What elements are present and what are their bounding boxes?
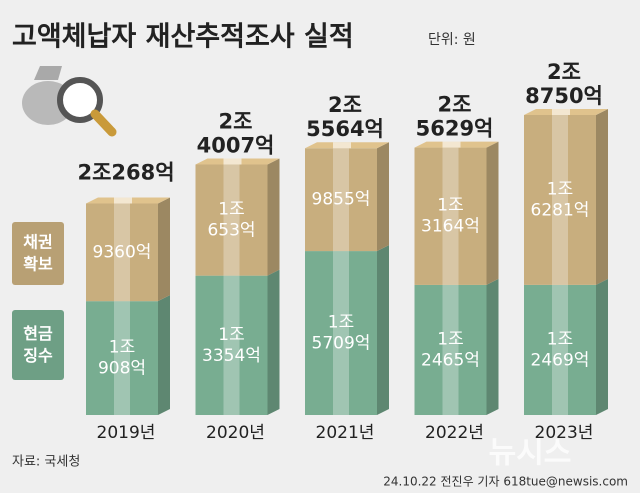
bar-segment: [86, 203, 158, 302]
icon: [22, 66, 117, 137]
bar-segment: [305, 251, 377, 415]
tape: [223, 164, 240, 276]
tape: [442, 147, 459, 285]
bar-segment: [524, 115, 596, 285]
tape: [333, 251, 349, 415]
legend-swatch: [12, 310, 64, 380]
bar-side: [158, 197, 170, 302]
tape: [333, 148, 349, 252]
chart-title: 고액체납자 재산추적조사 실적: [12, 22, 354, 53]
total-label: 2조 4007억: [197, 109, 275, 157]
value-label: 1조 6281억: [531, 179, 590, 220]
x-tick-label: 2023년: [535, 423, 594, 443]
bar-segment: [195, 164, 268, 276]
lid-tape: [552, 109, 570, 115]
bar-segment: [195, 275, 268, 415]
legend-swatch: [12, 222, 64, 285]
bar-side: [596, 278, 608, 415]
bar-side: [596, 109, 608, 285]
tape: [442, 284, 459, 415]
value-label: 1조 3354억: [202, 325, 261, 366]
value-label: 1조 2465억: [421, 329, 480, 370]
tape: [552, 115, 568, 285]
bar-segment: [86, 301, 158, 415]
tape: [114, 203, 130, 302]
tape: [223, 275, 240, 415]
tape: [552, 284, 568, 415]
value-label: 1조 5709억: [312, 313, 371, 354]
unit-label: 단위: 원: [428, 32, 476, 48]
bar-side: [267, 269, 280, 415]
value-label: 1조 908억: [98, 338, 146, 379]
x-tick-label: 2021년: [316, 423, 375, 443]
bar-segment: [414, 284, 487, 415]
lid-tape: [114, 197, 132, 204]
watermark: 뉴시스: [489, 436, 572, 471]
total-label: 2조 8750억: [525, 60, 603, 108]
lid-tape: [333, 142, 351, 149]
bar-side: [267, 158, 280, 276]
lid-tape: [223, 158, 242, 165]
value-label: 1조 3164억: [421, 196, 480, 237]
x-tick-label: 2022년: [425, 423, 484, 443]
bar-side: [486, 141, 499, 285]
tape: [114, 301, 130, 415]
total-label: 2조 5564억: [306, 93, 384, 141]
bar-segment: [305, 148, 377, 252]
lid-tape: [442, 141, 461, 148]
credit: 24.10.22 전진우 기자 618tue@newsis.com: [383, 475, 628, 489]
total-label: 2조268억: [77, 161, 174, 185]
bar-side: [486, 278, 499, 415]
bar-segment: [524, 284, 596, 415]
legend-label: 현금 징수: [23, 324, 53, 365]
value-label: 9360억: [93, 242, 152, 262]
value-label: 1조 653억: [207, 200, 255, 241]
bar-side: [158, 295, 170, 415]
bar-side: [377, 245, 389, 415]
bar-segment: [414, 147, 487, 285]
value-label: 9855억: [312, 190, 371, 210]
x-tick-label: 2020년: [206, 423, 265, 443]
source: 자료: 국세청: [12, 455, 80, 470]
x-tick-label: 2019년: [97, 423, 156, 443]
total-label: 2조 5629억: [416, 93, 494, 141]
bar-side: [377, 142, 389, 252]
value-label: 1조 2469억: [531, 329, 590, 370]
legend-label: 채권 확보: [23, 232, 53, 273]
